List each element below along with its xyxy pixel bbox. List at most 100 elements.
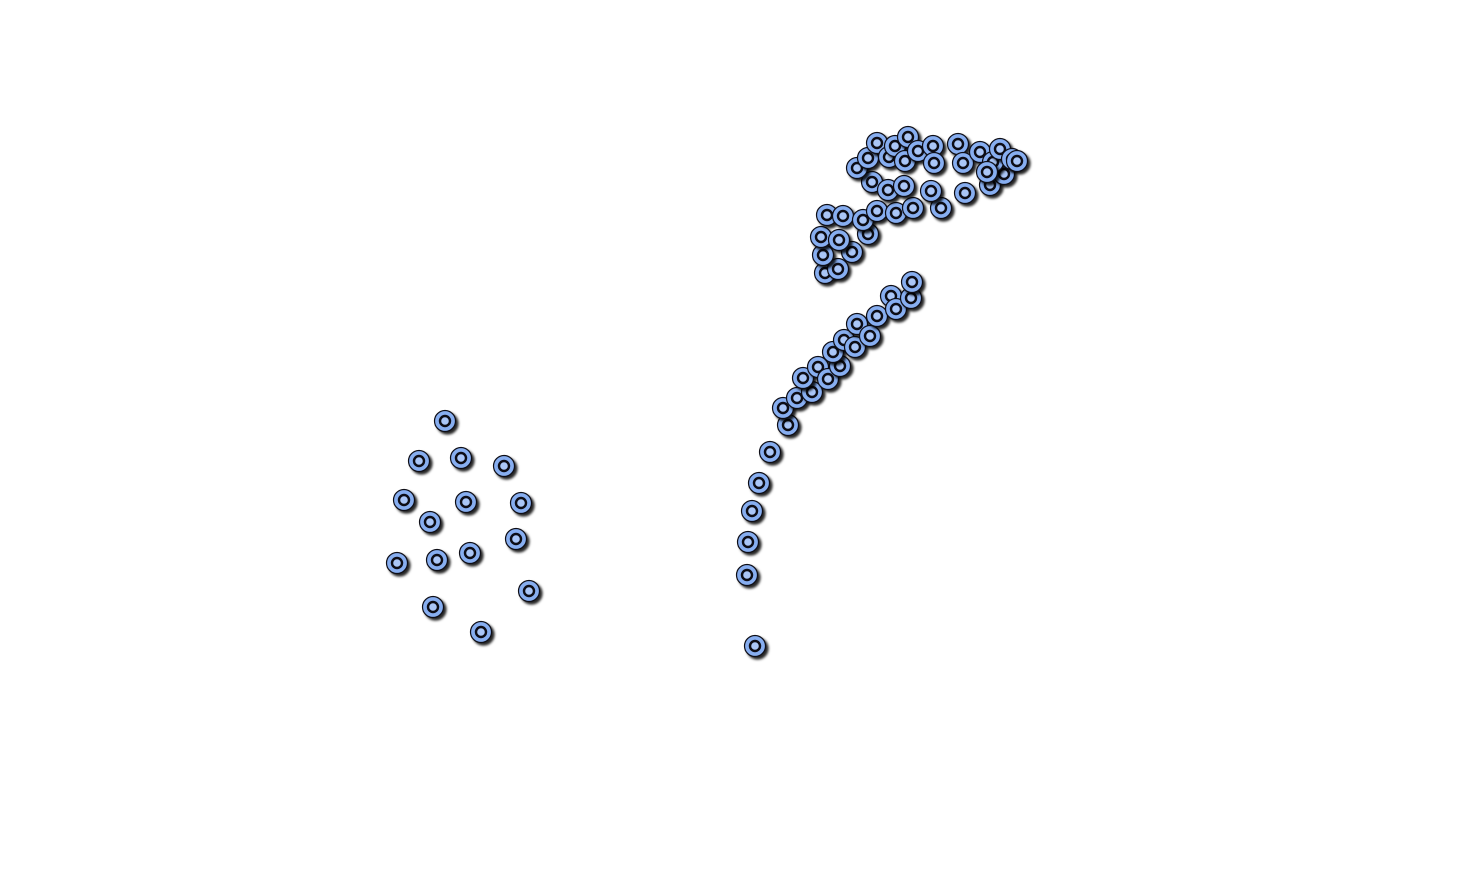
- node-inner-ring: [870, 204, 884, 218]
- graph-node[interactable]: [425, 548, 449, 572]
- node-inner-ring: [889, 302, 903, 316]
- node-inner-ring: [870, 309, 884, 323]
- node-inner-ring: [973, 145, 987, 159]
- node-inner-ring: [870, 136, 884, 150]
- node-inner-ring: [831, 262, 845, 276]
- node-inner-ring: [459, 495, 473, 509]
- graph-node[interactable]: [827, 228, 851, 252]
- graph-node[interactable]: [492, 454, 516, 478]
- node-inner-ring: [856, 213, 870, 227]
- graph-node[interactable]: [454, 490, 478, 514]
- graph-node[interactable]: [826, 257, 850, 281]
- node-inner-ring: [509, 532, 523, 546]
- node-inner-ring: [423, 515, 437, 529]
- node-inner-ring: [958, 186, 972, 200]
- node-inner-ring: [454, 451, 468, 465]
- graph-node[interactable]: [449, 446, 473, 470]
- node-inner-ring: [836, 209, 850, 223]
- graph-node[interactable]: [975, 160, 999, 184]
- node-inner-ring: [474, 625, 488, 639]
- node-inner-ring: [740, 568, 754, 582]
- graph-node[interactable]: [791, 366, 815, 390]
- node-inner-ring: [863, 329, 877, 343]
- node-inner-ring: [934, 201, 948, 215]
- graph-node[interactable]: [892, 174, 916, 198]
- node-inner-ring: [438, 414, 452, 428]
- graph-node[interactable]: [517, 579, 541, 603]
- graph-node[interactable]: [900, 270, 924, 294]
- graph-node[interactable]: [743, 634, 767, 658]
- graph-node[interactable]: [831, 204, 855, 228]
- graph-node[interactable]: [421, 595, 445, 619]
- node-inner-ring: [776, 401, 790, 415]
- graph-node[interactable]: [901, 196, 925, 220]
- graph-node[interactable]: [922, 151, 946, 175]
- node-inner-ring: [752, 476, 766, 490]
- graph-node[interactable]: [951, 151, 975, 175]
- graph-node[interactable]: [865, 199, 889, 223]
- graph-node[interactable]: [929, 196, 953, 220]
- node-inner-ring: [951, 137, 965, 151]
- node-inner-ring: [790, 391, 804, 405]
- node-inner-ring: [881, 183, 895, 197]
- node-inner-ring: [997, 167, 1011, 181]
- graph-node[interactable]: [843, 335, 867, 359]
- graph-node[interactable]: [736, 530, 760, 554]
- node-inner-ring: [821, 372, 835, 386]
- graph-node[interactable]: [747, 471, 771, 495]
- node-inner-ring: [463, 546, 477, 560]
- node-inner-ring: [901, 130, 915, 144]
- graph-node[interactable]: [946, 132, 970, 156]
- graph-node[interactable]: [858, 324, 882, 348]
- node-inner-ring: [980, 165, 994, 179]
- node-inner-ring: [763, 445, 777, 459]
- graph-node[interactable]: [433, 409, 457, 433]
- graph-node[interactable]: [809, 225, 833, 249]
- node-inner-ring: [741, 535, 755, 549]
- node-inner-ring: [905, 275, 919, 289]
- graph-node[interactable]: [407, 449, 431, 473]
- graph-node[interactable]: [758, 440, 782, 464]
- node-inner-ring: [924, 184, 938, 198]
- node-inner-ring: [911, 144, 925, 158]
- graph-node[interactable]: [865, 304, 889, 328]
- node-inner-ring: [850, 317, 864, 331]
- nodes-group: [385, 125, 1029, 658]
- node-inner-ring: [927, 156, 941, 170]
- graph-node[interactable]: [884, 297, 908, 321]
- graph-node[interactable]: [884, 201, 908, 225]
- graph-node[interactable]: [469, 620, 493, 644]
- graph-node[interactable]: [815, 203, 839, 227]
- graph-node[interactable]: [735, 563, 759, 587]
- graph-node[interactable]: [776, 413, 800, 437]
- node-inner-ring: [850, 161, 864, 175]
- graph-node[interactable]: [828, 354, 852, 378]
- node-inner-ring: [796, 371, 810, 385]
- node-inner-ring: [514, 496, 528, 510]
- graph-node[interactable]: [392, 488, 416, 512]
- graph-node[interactable]: [1005, 149, 1029, 173]
- node-inner-ring: [897, 179, 911, 193]
- graph-node[interactable]: [458, 541, 482, 565]
- graph-node[interactable]: [385, 551, 409, 575]
- node-inner-ring: [426, 600, 440, 614]
- graph-node[interactable]: [504, 527, 528, 551]
- graph-node[interactable]: [816, 367, 840, 391]
- node-inner-ring: [522, 584, 536, 598]
- node-inner-ring: [805, 385, 819, 399]
- graph-node[interactable]: [953, 181, 977, 205]
- graph-node[interactable]: [418, 510, 442, 534]
- node-inner-ring: [993, 142, 1007, 156]
- node-inner-ring: [811, 360, 825, 374]
- node-inner-ring: [1010, 154, 1024, 168]
- node-inner-ring: [745, 504, 759, 518]
- graph-node[interactable]: [509, 491, 533, 515]
- node-inner-ring: [865, 175, 879, 189]
- graph-node[interactable]: [740, 499, 764, 523]
- node-inner-ring: [861, 151, 875, 165]
- graph-node[interactable]: [919, 179, 943, 203]
- node-inner-ring: [898, 154, 912, 168]
- node-inner-ring: [748, 639, 762, 653]
